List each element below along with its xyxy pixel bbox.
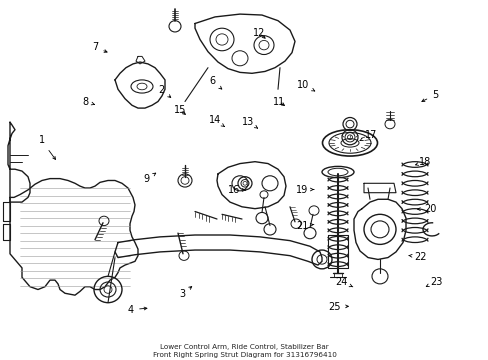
Text: 11: 11 — [272, 96, 285, 107]
Text: 13: 13 — [242, 117, 257, 128]
Text: 25: 25 — [328, 302, 347, 312]
Text: 2: 2 — [158, 85, 170, 98]
Text: 15: 15 — [173, 105, 186, 115]
Text: 10: 10 — [296, 80, 314, 91]
Text: 23: 23 — [426, 276, 442, 287]
Text: 22: 22 — [408, 252, 426, 261]
Text: 7: 7 — [92, 42, 107, 52]
Text: 12: 12 — [252, 28, 265, 38]
Text: 21: 21 — [295, 221, 313, 231]
Text: 17: 17 — [359, 130, 377, 140]
Text: 18: 18 — [415, 157, 431, 167]
Text: Lower Control Arm, Ride Control, Stabilizer Bar
Front Right Spring Strut Diagram: Lower Control Arm, Ride Control, Stabili… — [152, 344, 336, 358]
Text: 9: 9 — [143, 173, 155, 184]
Text: 20: 20 — [417, 204, 436, 214]
Text: 1: 1 — [39, 135, 56, 159]
Text: 24: 24 — [334, 276, 352, 287]
Text: 6: 6 — [209, 76, 222, 89]
Text: 14: 14 — [208, 115, 224, 126]
Text: 5: 5 — [421, 90, 437, 102]
Text: 8: 8 — [82, 96, 94, 107]
Text: 19: 19 — [295, 185, 313, 194]
Text: 4: 4 — [128, 305, 146, 315]
Text: 3: 3 — [179, 287, 191, 300]
Text: 16: 16 — [227, 185, 245, 194]
